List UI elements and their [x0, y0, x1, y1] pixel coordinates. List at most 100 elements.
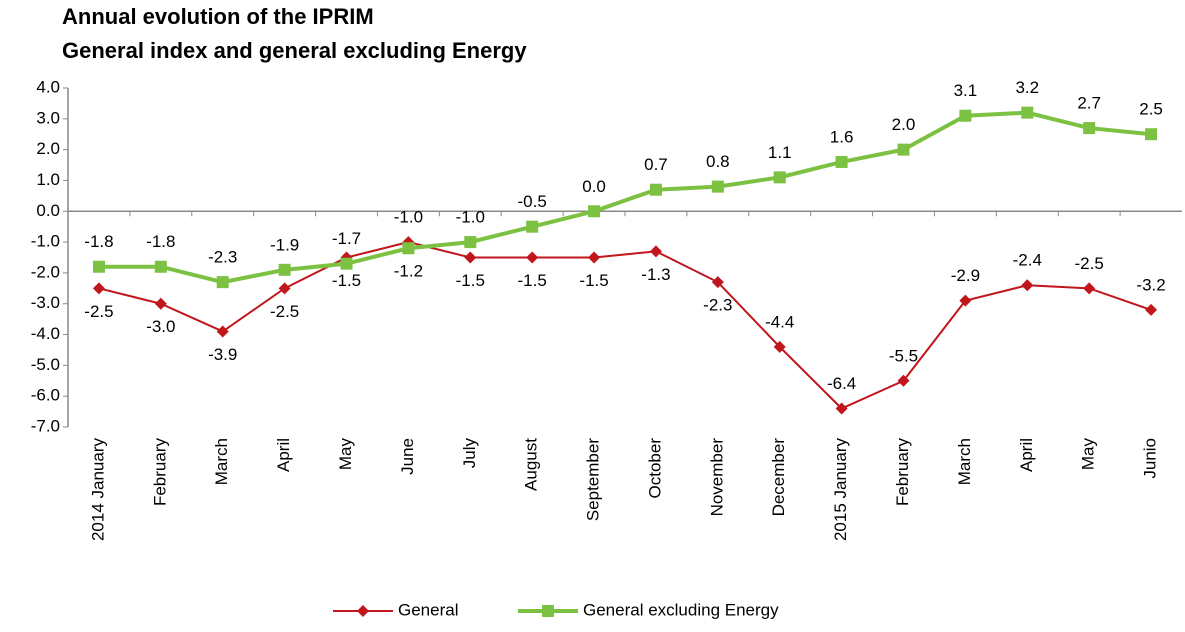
y-tick-label: 2.0 — [36, 139, 60, 158]
x-tick-label: April — [274, 438, 293, 472]
marker — [835, 402, 848, 415]
marker — [649, 183, 662, 196]
data-label: -3.0 — [146, 317, 175, 336]
y-tick-label: 4.0 — [36, 77, 60, 96]
x-tick-label: July — [460, 438, 479, 469]
y-tick-label: -5.0 — [31, 355, 60, 374]
x-tick-label: Junio — [1141, 438, 1160, 479]
marker — [154, 297, 167, 310]
data-label: -2.4 — [1013, 251, 1042, 270]
data-label: -4.4 — [765, 312, 794, 331]
data-label: -2.5 — [1075, 254, 1104, 273]
data-label: -1.7 — [332, 229, 361, 248]
x-tick-label: November — [707, 438, 726, 517]
data-label: -2.3 — [703, 296, 732, 315]
marker — [773, 340, 786, 353]
data-label: -1.5 — [456, 271, 485, 290]
marker — [1145, 128, 1158, 141]
y-tick-label: -4.0 — [31, 324, 60, 343]
marker — [526, 220, 539, 233]
chart-title: Annual evolution of the IPRIM — [62, 4, 374, 29]
x-tick-label: August — [522, 438, 541, 491]
marker — [92, 282, 105, 295]
marker — [1083, 122, 1096, 135]
marker — [649, 245, 662, 258]
marker — [1021, 279, 1034, 292]
legend-marker — [357, 605, 369, 617]
x-tick-label: 2015 January — [831, 438, 850, 542]
legend-label: General excluding Energy — [583, 600, 779, 619]
data-label: -1.9 — [270, 235, 299, 254]
data-label: 1.6 — [830, 127, 854, 146]
data-label: -2.5 — [84, 302, 113, 321]
legend-marker — [542, 605, 554, 617]
x-tick-label: December — [769, 438, 788, 517]
data-label: 1.1 — [768, 143, 792, 162]
data-label: 0.7 — [644, 155, 668, 174]
data-label: 0.8 — [706, 152, 730, 171]
data-label: 3.2 — [1015, 78, 1039, 97]
legend-label: General — [398, 600, 458, 619]
y-tick-label: 3.0 — [36, 108, 60, 127]
marker — [588, 251, 601, 264]
marker — [773, 171, 786, 184]
marker — [1145, 303, 1158, 316]
data-label: -1.8 — [146, 232, 175, 251]
data-label: 2.5 — [1139, 100, 1163, 119]
data-label: -3.2 — [1136, 275, 1165, 294]
data-label: -1.3 — [641, 265, 670, 284]
x-tick-label: May — [1079, 438, 1098, 471]
marker — [464, 236, 477, 249]
chart-subtitle: General index and general excluding Ener… — [62, 38, 527, 63]
marker — [959, 109, 972, 122]
marker — [464, 251, 477, 264]
y-tick-label: 1.0 — [36, 170, 60, 189]
marker — [402, 242, 415, 255]
x-tick-label: June — [398, 438, 417, 475]
data-label: -1.2 — [394, 262, 423, 281]
data-label: -2.5 — [270, 302, 299, 321]
marker — [711, 180, 724, 193]
x-tick-label: February — [150, 438, 169, 507]
y-tick-label: -6.0 — [31, 386, 60, 405]
marker — [897, 374, 910, 387]
y-tick-label: -3.0 — [31, 293, 60, 312]
marker — [959, 294, 972, 307]
x-tick-label: April — [1017, 438, 1036, 472]
marker — [92, 260, 105, 273]
marker — [216, 325, 229, 338]
data-label: -1.5 — [579, 271, 608, 290]
marker — [278, 263, 291, 276]
marker — [588, 205, 601, 218]
data-label: -1.5 — [518, 271, 547, 290]
data-label: -1.0 — [456, 208, 485, 227]
data-label: -3.9 — [208, 345, 237, 364]
marker — [1083, 282, 1096, 295]
data-label: -2.3 — [208, 248, 237, 267]
x-tick-label: May — [336, 438, 355, 471]
marker — [216, 276, 229, 289]
marker — [154, 260, 167, 273]
series-line — [98, 110, 1152, 285]
data-label: -1.8 — [84, 232, 113, 251]
marker — [340, 257, 353, 270]
x-tick-label: 2014 January — [88, 438, 107, 542]
marker — [1021, 106, 1034, 119]
x-tick-label: March — [212, 438, 231, 485]
y-tick-label: -1.0 — [31, 232, 60, 251]
x-tick-label: October — [645, 438, 664, 499]
y-tick-label: -2.0 — [31, 262, 60, 281]
marker — [711, 276, 724, 289]
series-line — [98, 241, 1152, 410]
data-label: -1.5 — [332, 271, 361, 290]
x-tick-label: September — [584, 438, 603, 521]
data-label: -1.0 — [394, 208, 423, 227]
data-label: 3.1 — [954, 81, 978, 100]
marker — [897, 143, 910, 156]
marker — [278, 282, 291, 295]
data-label: -5.5 — [889, 346, 918, 365]
marker — [526, 251, 539, 264]
marker — [835, 155, 848, 168]
data-label: 2.0 — [892, 115, 916, 134]
